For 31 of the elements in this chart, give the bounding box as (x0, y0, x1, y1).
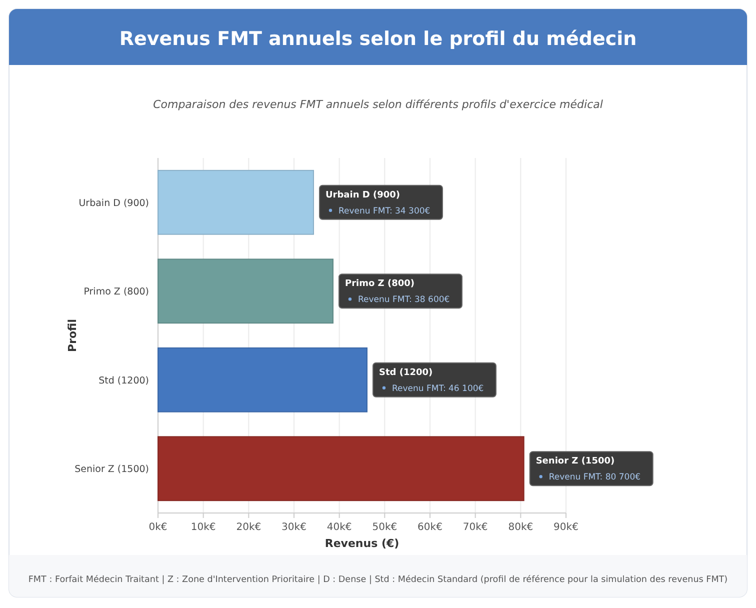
y-tick-label: Urbain D (900) (78, 198, 149, 209)
bar (158, 258, 334, 324)
y-tick-label: Senior Z (1500) (74, 464, 149, 476)
chart-subtitle: Comparaison des revenus FMT annuels selon différents profils d'exercice médical (153, 98, 603, 111)
bar (158, 347, 368, 412)
chart-title: Revenus FMT annuels selon le profil du médecin (119, 28, 637, 50)
data-label: Revenu FMT: 38 600€ (358, 295, 450, 306)
bar (158, 170, 314, 235)
tooltip-box: Primo Z (800) Revenu FMT: 38 600€ (338, 274, 462, 309)
x-tick-label: 80k€ (508, 522, 534, 533)
data-label: Revenu FMT: 34 300€ (338, 206, 430, 216)
x-tick-label: 60k€ (418, 522, 442, 533)
x-tick-label: 0k€ (148, 522, 168, 533)
tooltip-box: Senior Z (1500) Revenu FMT: 80 700€ (529, 451, 654, 486)
x-tick-label: 30k€ (282, 522, 306, 533)
x-tick-label: 50k€ (372, 522, 398, 533)
tooltip-box: Std (1200) Revenu FMT: 46 100€ (372, 362, 496, 398)
y-tick-label: Primo Z (800) (84, 286, 149, 298)
x-tick-label: 90k€ (554, 522, 578, 533)
text: FMT : Forfait Médecin Traitant | Z : Zone d'Intervention Prioritaire | D : Dense | Std : Médecin Standard (profil de référence pour la simulation des revenus FMT) (28, 574, 728, 585)
y-tick-label: Std (1200) (98, 375, 149, 386)
x-tick-label: 20k€ (236, 522, 262, 533)
x-axis-title: Revenus (€) (324, 537, 400, 550)
x-tick-label: 40k€ (326, 522, 352, 533)
tooltip-box: Urbain D (900) Revenu FMT: 34 300€ (319, 184, 443, 220)
x-tick-label: 10k€ (190, 522, 216, 533)
data-label: Revenu FMT: 80 700€ (548, 472, 641, 483)
x-tick-label: 70k€ (462, 522, 488, 533)
data-label: Revenu FMT: 46 100€ (392, 384, 484, 394)
y-axis-title: Profil (66, 319, 79, 352)
bar (158, 436, 524, 502)
